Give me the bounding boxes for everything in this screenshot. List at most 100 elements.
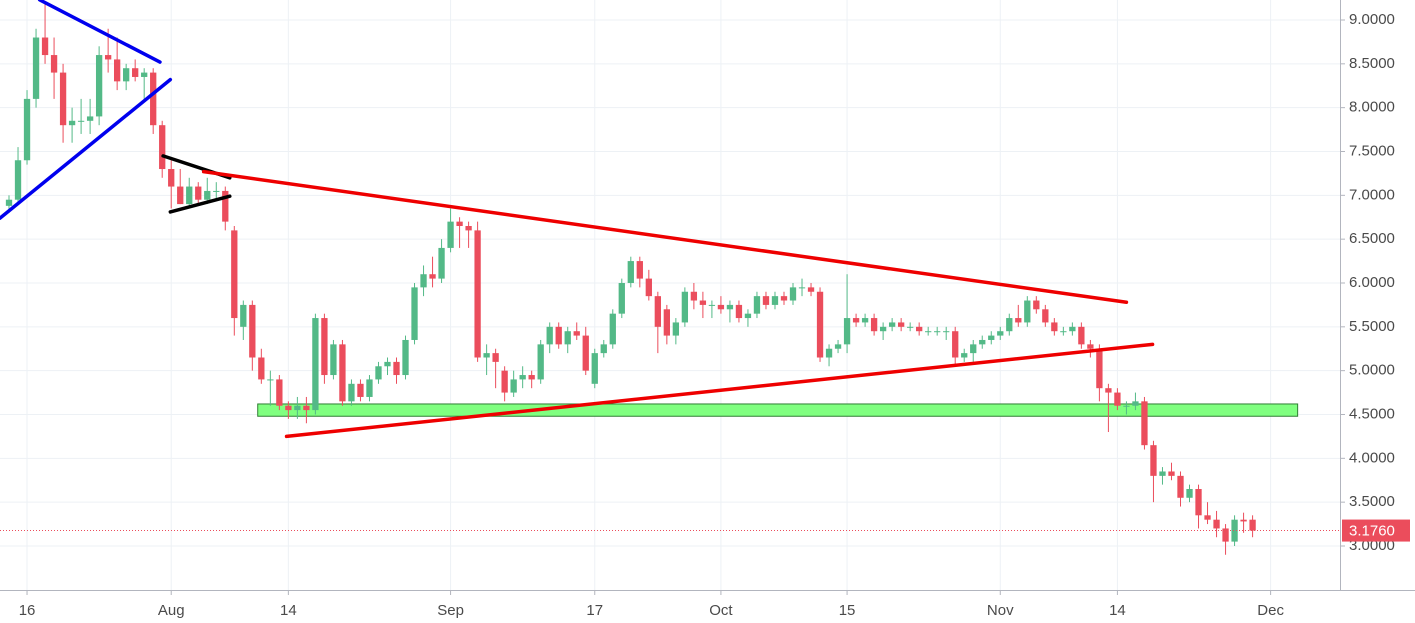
candle-body (195, 186, 202, 200)
candle-body (979, 339, 986, 345)
candle-body (86, 116, 94, 121)
y-tick-label: 4.5000 (1349, 405, 1395, 422)
candle-body (330, 344, 337, 376)
candle-body (438, 247, 445, 279)
candle-body (113, 59, 121, 82)
candle-body (744, 313, 752, 319)
candle-body (1159, 471, 1166, 476)
x-tick-label: 16 (19, 602, 36, 619)
candle-body (843, 318, 851, 345)
candle-body (59, 72, 67, 126)
candle-body (1249, 519, 1256, 531)
candle-body (546, 326, 553, 345)
candle-body (483, 353, 490, 358)
candle-body (420, 274, 427, 288)
candle-body (618, 282, 625, 314)
candle-body (961, 353, 968, 358)
candle-body (501, 370, 508, 393)
candle-body (519, 375, 526, 380)
candle-body (1114, 392, 1121, 406)
candle-body (222, 190, 229, 222)
candle-body (988, 335, 995, 340)
candle-body (943, 331, 950, 333)
trend-line (201, 169, 1129, 305)
candle-body (825, 348, 833, 358)
candle-body (50, 55, 58, 73)
candle-body (312, 318, 319, 411)
trend-line (168, 194, 232, 214)
candle-body (582, 335, 589, 371)
candle-body (249, 304, 256, 358)
y-tick-label: 9.0000 (1349, 11, 1395, 28)
candle-body (726, 304, 734, 310)
y-tick-label: 4.0000 (1349, 449, 1395, 466)
candle-body (600, 344, 607, 354)
candle-body (997, 331, 1004, 336)
candle-body (492, 353, 499, 362)
candle-body (1141, 401, 1148, 446)
candle-body (14, 160, 22, 200)
candle-body (429, 274, 436, 279)
trend-line (284, 342, 1155, 439)
candle-body (816, 291, 824, 358)
y-tick-label: 7.5000 (1349, 142, 1395, 159)
candle-body (1231, 519, 1238, 542)
candle-body (807, 287, 815, 292)
candle-body (591, 353, 598, 384)
x-tick-label: 15 (839, 602, 856, 619)
candle-body (456, 221, 463, 227)
candle-body (762, 296, 770, 305)
candle-body (1033, 300, 1040, 310)
candle-body (177, 186, 184, 205)
candle-body (708, 304, 716, 306)
candle-body (1123, 405, 1130, 407)
candle-body (753, 296, 761, 314)
candle-body (907, 326, 914, 328)
candle-body (366, 379, 373, 397)
candle-body (1150, 445, 1157, 476)
candle-body (934, 331, 941, 333)
trend-line (37, 0, 162, 64)
candle-body (1168, 471, 1175, 476)
candle-body (834, 344, 842, 349)
candle-body (573, 331, 580, 336)
candle-body (672, 322, 680, 336)
candle-body (95, 55, 103, 117)
candle-body (1240, 519, 1247, 522)
candle-body (1051, 322, 1058, 332)
candle-body (411, 287, 418, 340)
candle-body (636, 261, 643, 279)
candle-body (1195, 489, 1202, 516)
candle-body (465, 226, 472, 231)
candle-body (258, 357, 265, 380)
candle-body (897, 322, 905, 327)
candle-body (1006, 318, 1013, 332)
candle-body (68, 120, 76, 126)
candle-body (1132, 401, 1139, 406)
candle-body (861, 318, 869, 323)
x-tick-label: Nov (987, 602, 1014, 619)
candle-body (303, 405, 310, 411)
candle-body (393, 361, 400, 376)
x-tick-label: Oct (709, 602, 733, 619)
candle-body (294, 405, 301, 411)
candle-body (1024, 300, 1031, 323)
candle-body (1204, 515, 1211, 520)
trend-line (0, 77, 173, 220)
candle-body (627, 261, 634, 283)
x-tick-label: 17 (586, 602, 603, 619)
candle-body (474, 230, 481, 358)
candle-body (384, 361, 391, 367)
candle-body (186, 186, 193, 205)
candle-body (159, 125, 166, 170)
candle-body (771, 296, 779, 305)
candle-body (32, 37, 40, 99)
candle-body (555, 326, 562, 345)
candle-body (231, 230, 238, 319)
candle-body (104, 55, 112, 60)
candle-body (1060, 331, 1067, 333)
y-tick-label: 8.0000 (1349, 99, 1395, 116)
candle-body (1213, 519, 1220, 529)
candle-body (663, 309, 670, 336)
